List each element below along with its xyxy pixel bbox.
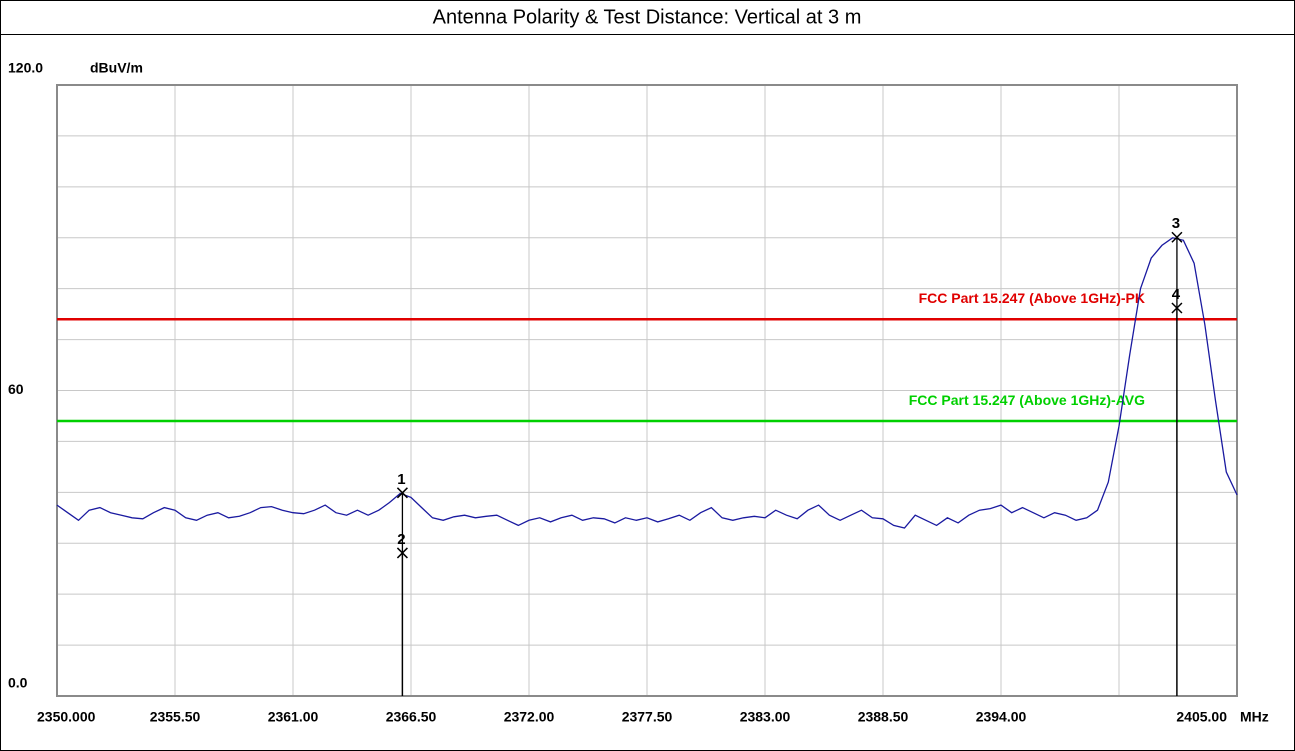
x-unit: MHz [1240, 709, 1269, 725]
y-unit: dBuV/m [90, 60, 143, 76]
y-tick-label: 0.0 [8, 675, 28, 691]
plot-border [56, 84, 1238, 697]
x-tick-label: 2350.000 [37, 709, 96, 725]
limit-label: FCC Part 15.247 (Above 1GHz)-PK [919, 290, 1145, 306]
y-tick-label: 120.0 [8, 60, 43, 76]
x-tick-label: 2361.00 [268, 709, 319, 725]
marker-label: 3 [1172, 215, 1180, 232]
x-tick-label: 2377.50 [622, 709, 673, 725]
x-tick-label: 2383.00 [740, 709, 791, 725]
x-tick-label: 2394.00 [976, 709, 1027, 725]
marker [1171, 231, 1183, 243]
x-tick-label: 2366.50 [386, 709, 437, 725]
trace [56, 237, 1238, 529]
marker-label: 2 [397, 531, 405, 548]
marker-label: 1 [397, 471, 405, 488]
x-tick-label: 2355.50 [150, 709, 201, 725]
x-tick-label: 2372.00 [504, 709, 555, 725]
marker-label: 4 [1172, 286, 1181, 303]
y-tick-label: 60 [8, 381, 24, 397]
x-tick-label: 2388.50 [858, 709, 909, 725]
marker [396, 547, 408, 559]
limit-label: FCC Part 15.247 (Above 1GHz)-AVG [909, 392, 1145, 408]
marker [396, 487, 408, 499]
x-tick-label: 2405.00 [1176, 709, 1227, 725]
chart-title: Antenna Polarity & Test Distance: Vertic… [433, 6, 862, 28]
marker [1171, 302, 1183, 314]
